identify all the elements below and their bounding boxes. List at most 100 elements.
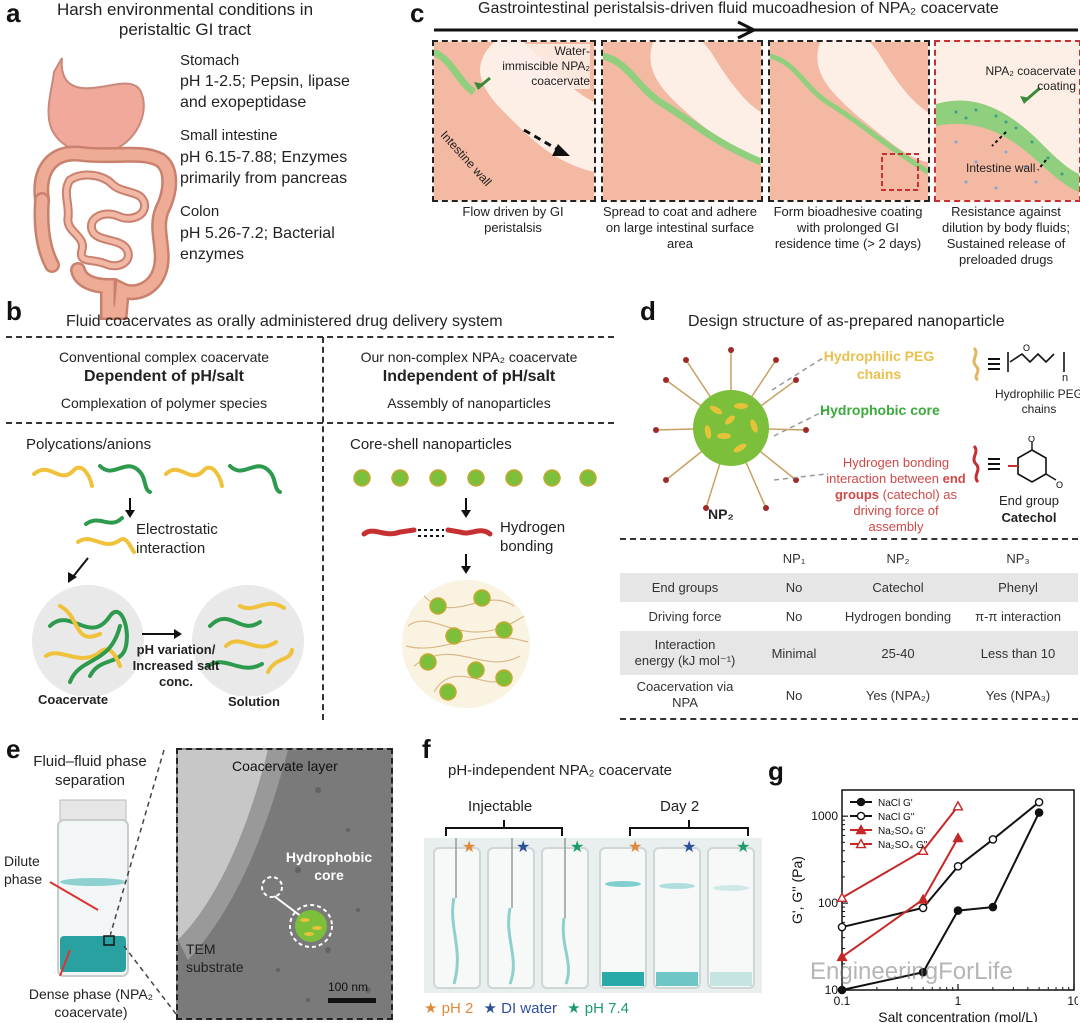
tem-image: [176, 748, 393, 1020]
table-cell: Yes (NPA₂): [865, 687, 931, 703]
nanoparticle-table: NP₁ NP₂ NP₃ End groups No Catechol Pheny…: [620, 544, 1078, 715]
progress-arrow: [434, 20, 1078, 40]
stomach-desc: pH 1-2.5; Pepsin, lipase and exopeptidas…: [180, 73, 350, 111]
data-point: [917, 844, 929, 855]
watermark-text: EngineeringForLife: [810, 958, 1013, 985]
panel-d-title: Design structure of as-prepared nanopart…: [688, 313, 1005, 330]
star-icon: ★: [736, 839, 750, 856]
caption-c-4: Resistance against dilution by body flui…: [942, 204, 1070, 267]
phase-arrows: [49, 881, 99, 977]
coacervate-layer-label: Coacervate layer: [232, 758, 338, 774]
panel-b-mid-rule: [6, 422, 614, 424]
left-column-head: Conventional complex coacervate: [58, 349, 270, 365]
y-axis-label: G', G'' (Pa): [789, 856, 805, 924]
data-point: [836, 891, 848, 903]
table-header-row: NP₁ NP₂ NP₃: [620, 544, 1078, 573]
caption-c-1: Flow driven by GI peristalsis: [462, 204, 564, 235]
label-intestine-wall-2: Intestine wall: [966, 161, 1036, 175]
hbond-label-post: (catechol) as driving force of assembly: [853, 487, 958, 534]
data-point: [953, 861, 963, 871]
hydrophobic-core-tem-label: Hydrophobic core: [285, 849, 373, 883]
panel-c-letter: c: [410, 0, 425, 28]
table-row: End groups No Catechol Phenyl: [620, 573, 1078, 602]
left-column-sub: Complexation of polymer species: [60, 395, 268, 411]
y-tick-label: 10: [825, 983, 839, 997]
colon-desc: pH 5.26-7.2; Bacterial enzymes: [180, 225, 335, 263]
solution-label: Solution: [228, 694, 280, 709]
y-tick-label: 1000: [811, 809, 838, 823]
leader-lines: [771, 355, 827, 481]
hydrogen-bonding-label: Hydrogen bonding: [500, 519, 566, 555]
table-cell: No: [785, 609, 803, 624]
panel-f-letter: f: [422, 734, 431, 764]
label-coacervate-coating: NPA₂ coacervate coating: [985, 64, 1076, 93]
data-point: [988, 902, 998, 912]
panel-b-top-rule: [6, 336, 614, 338]
x-tick-label: 1: [955, 994, 962, 1008]
intestine-name: Small intestine: [180, 127, 278, 144]
left-column-bold: Dependent of pH/salt: [83, 368, 244, 385]
caption-c-3: Form bioadhesive coating with prolonged …: [773, 204, 923, 251]
panel-b-divider: [322, 337, 324, 720]
day2-label: Day 2: [660, 798, 700, 815]
x-tick-label: 10: [1067, 994, 1078, 1008]
polycations-label: Polycations/anions: [26, 436, 152, 453]
catechol-label: Catechol: [1001, 510, 1057, 525]
svg-text:O: O: [1023, 343, 1030, 353]
data-point: [855, 824, 867, 835]
star-icon: ★: [567, 1000, 581, 1017]
table-cell: Hydrogen bonding: [844, 609, 952, 624]
table-cell: Interaction energy (kJ mol⁻¹): [620, 631, 750, 675]
series-line: [841, 837, 959, 958]
table-cell: Minimal: [750, 631, 838, 675]
peristalsis-box-3: [768, 40, 930, 202]
y-tick-label: 100: [818, 896, 838, 910]
intestine-desc: pH 6.15-7.88; Enzymes primarily from pan…: [180, 149, 348, 187]
peristalsis-box-2: [601, 40, 763, 202]
table-cell: Coacervation via NPA: [636, 679, 734, 710]
table-header-cell: [620, 544, 750, 573]
svg-text:O: O: [1028, 436, 1035, 444]
table-cell: Phenyl: [958, 573, 1078, 602]
peg-structure-icon: O: [972, 343, 1065, 382]
legend-ph2: pH 2: [441, 1000, 474, 1017]
legend-ph74: pH 7.4: [584, 1000, 629, 1017]
modulus-vs-salt-chart: 0.1 1 10 10 100 1000 Salt concentration (mol/L…: [789, 789, 1078, 1022]
panel-a-letter: a: [6, 0, 21, 28]
data-point: [1034, 808, 1044, 817]
data-point: [918, 903, 928, 913]
right-column-head: Our non-complex NPA₂ coacervate: [360, 349, 578, 365]
np2-nanoparticle-illustration: [653, 347, 809, 511]
svg-text:O: O: [1056, 480, 1063, 490]
vial-stars: ★ ★ ★ ★ ★ ★: [462, 839, 750, 856]
data-point: [1034, 797, 1044, 807]
hydrophobic-core-label: Hydrophobic core: [820, 402, 940, 418]
panel-g-letter: g: [768, 756, 784, 786]
panel-b-letter: b: [6, 296, 22, 326]
ph-variation-label: pH variation/ Increased salt conc.: [132, 642, 220, 689]
catechol-structure-icon: O O: [972, 436, 1063, 490]
table-cell: π-π interaction: [975, 609, 1061, 624]
hbond-label: Hydrogen bonding interaction between end…: [826, 455, 966, 535]
star-icon: ★: [628, 839, 642, 856]
star-icon: ★: [483, 1000, 497, 1017]
data-point: [988, 835, 998, 844]
table-row: Coacervation via NPA No Yes (NPA₂) Yes (…: [620, 675, 1078, 715]
star-icon: ★: [424, 1000, 438, 1017]
right-column-sub: Assembly of nanoparticles: [387, 395, 551, 411]
table-cell: End groups: [620, 573, 750, 602]
panel-c-title: Gastrointestinal peristalsis-driven flui…: [478, 0, 999, 17]
panel-d-letter: d: [640, 296, 656, 326]
np2-label: NP₂: [708, 506, 734, 522]
table-row: Interaction energy (kJ mol⁻¹) Minimal 25…: [620, 631, 1078, 675]
legend-label: NaCl G': [878, 798, 913, 809]
x-axis-label: Salt concentration (mol/L): [878, 1009, 1038, 1022]
peg-subscript: n: [1062, 372, 1069, 384]
panel-f-title: pH-independent NPA₂ coacervate: [448, 762, 673, 779]
panel-b-title: Fluid coacervates as orally administered…: [66, 313, 503, 330]
table-header-cell: NP₁: [782, 551, 806, 566]
tem-substrate-label: TEM substrate: [186, 941, 244, 975]
vial-illustration: [57, 799, 129, 977]
vial-legend: ★ pH 2 ★ DI water ★ pH 7.4: [424, 999, 629, 1017]
scale-bar-label: 100 nm: [328, 980, 369, 994]
